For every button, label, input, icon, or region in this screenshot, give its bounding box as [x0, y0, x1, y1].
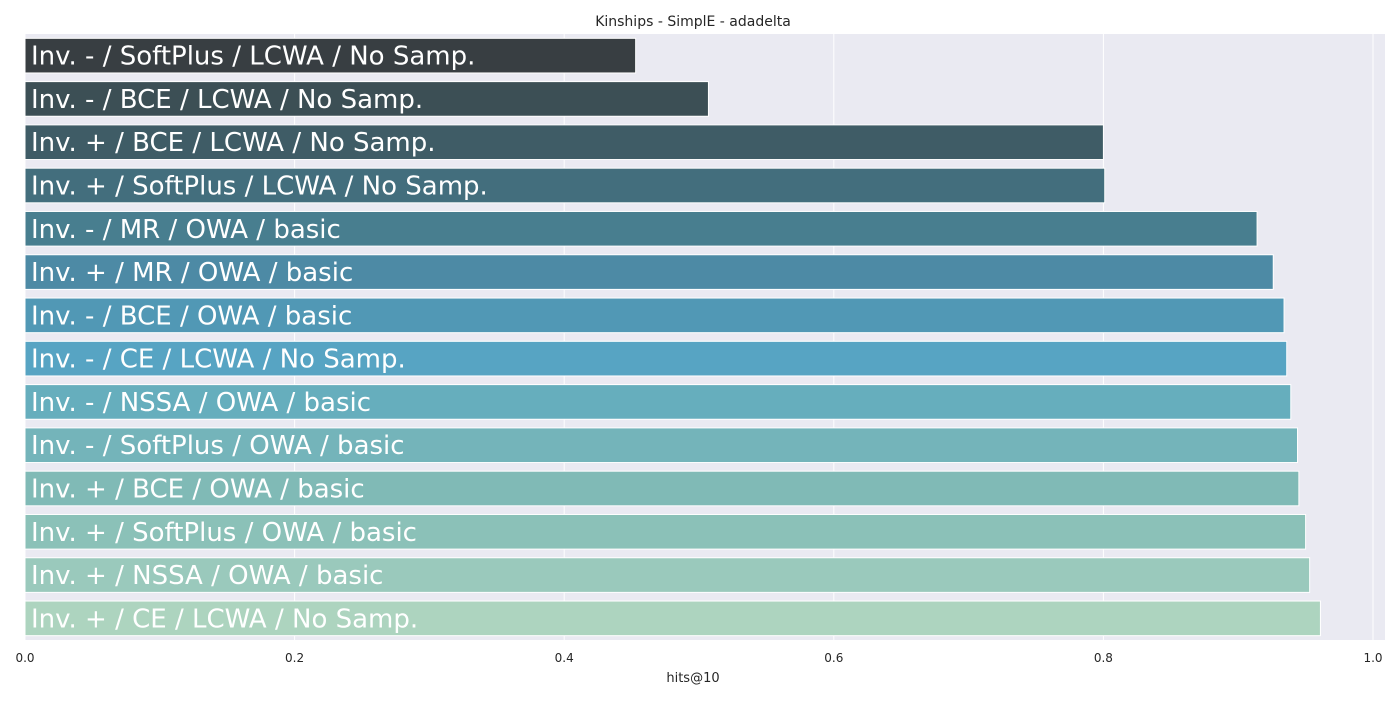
bar	[24, 513, 1307, 550]
x-tick-labels: 0.0 0.2 0.4 0.6 0.8 1.0	[15, 651, 1382, 665]
bar	[24, 600, 1321, 637]
bar-label: Inv. + / BCE / LCWA / No Samp.	[31, 128, 436, 158]
bar-labels: Inv. - / SoftPlus / LCWA / No Samp. Inv. …	[31, 42, 488, 635]
bar-label: Inv. - / CE / LCWA / No Samp.	[31, 345, 406, 375]
bar-label: Inv. + / SoftPlus / LCWA / No Samp.	[31, 172, 488, 202]
bar	[24, 384, 1292, 420]
bar-label: Inv. + / BCE / OWA / basic	[31, 475, 365, 505]
x-tick-label: 0.0	[15, 651, 34, 665]
bar	[24, 557, 1311, 593]
bar	[24, 297, 1285, 334]
bar-label: Inv. - / BCE / OWA / basic	[31, 301, 352, 331]
bar	[24, 124, 1104, 161]
x-tick-label: 0.6	[824, 651, 843, 665]
bar-label: Inv. - / SoftPlus / OWA / basic	[31, 431, 405, 461]
bar	[24, 167, 1106, 204]
bar	[24, 340, 1288, 377]
chart-title: Kinships - SimplE - adadelta	[595, 14, 791, 30]
x-tick-label: 0.4	[555, 651, 574, 665]
x-axis-label: hits@10	[666, 671, 719, 686]
bar	[24, 470, 1300, 507]
bar-label: Inv. - / SoftPlus / LCWA / No Samp.	[31, 42, 475, 72]
bar	[24, 427, 1299, 464]
bar-label: Inv. + / SoftPlus / OWA / basic	[31, 518, 417, 548]
bars	[24, 37, 1321, 637]
x-tick-label: 0.2	[285, 651, 304, 665]
bar	[24, 254, 1274, 290]
bar	[24, 210, 1258, 247]
bar	[24, 37, 637, 74]
bar-label: Inv. + / CE / LCWA / No Samp.	[31, 604, 418, 634]
x-tick-label: 0.8	[1094, 651, 1113, 665]
bar-label: Inv. + / NSSA / OWA / basic	[31, 561, 383, 591]
bar-label: Inv. - / NSSA / OWA / basic	[31, 388, 371, 418]
bar-label: Inv. - / BCE / LCWA / No Samp.	[31, 85, 423, 115]
bar-label: Inv. + / MR / OWA / basic	[31, 258, 353, 288]
bar-label: Inv. - / MR / OWA / basic	[31, 215, 341, 245]
bar	[24, 81, 709, 117]
x-tick-label: 1.0	[1363, 651, 1382, 665]
